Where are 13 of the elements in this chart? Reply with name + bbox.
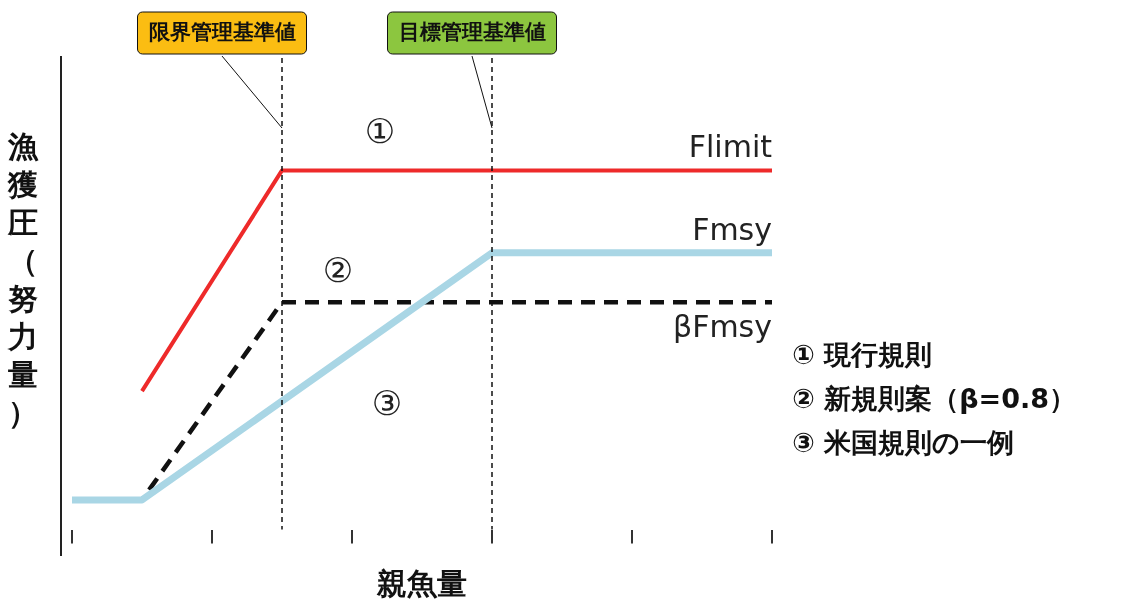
x-axis-title: 親魚量 (376, 565, 467, 601)
text: 限界管理基準値 (148, 20, 296, 45)
series-label: βFmsy (672, 309, 772, 345)
annotation: ③ (371, 382, 403, 423)
series-label: Fmsy (692, 211, 772, 247)
text: 目標管理基準値 (398, 20, 546, 45)
annotation: ② (322, 250, 354, 291)
y-axis-title: 漁獲圧（努力量） (8, 128, 39, 432)
series-label: Flimit (688, 129, 773, 165)
annotation: ③ 米国規則の一例 (792, 426, 1016, 460)
text: ① (364, 111, 396, 152)
annotation: ② 新規則案（β=0.8） (792, 382, 1077, 416)
annotation: ① 現行規則 (792, 338, 934, 372)
